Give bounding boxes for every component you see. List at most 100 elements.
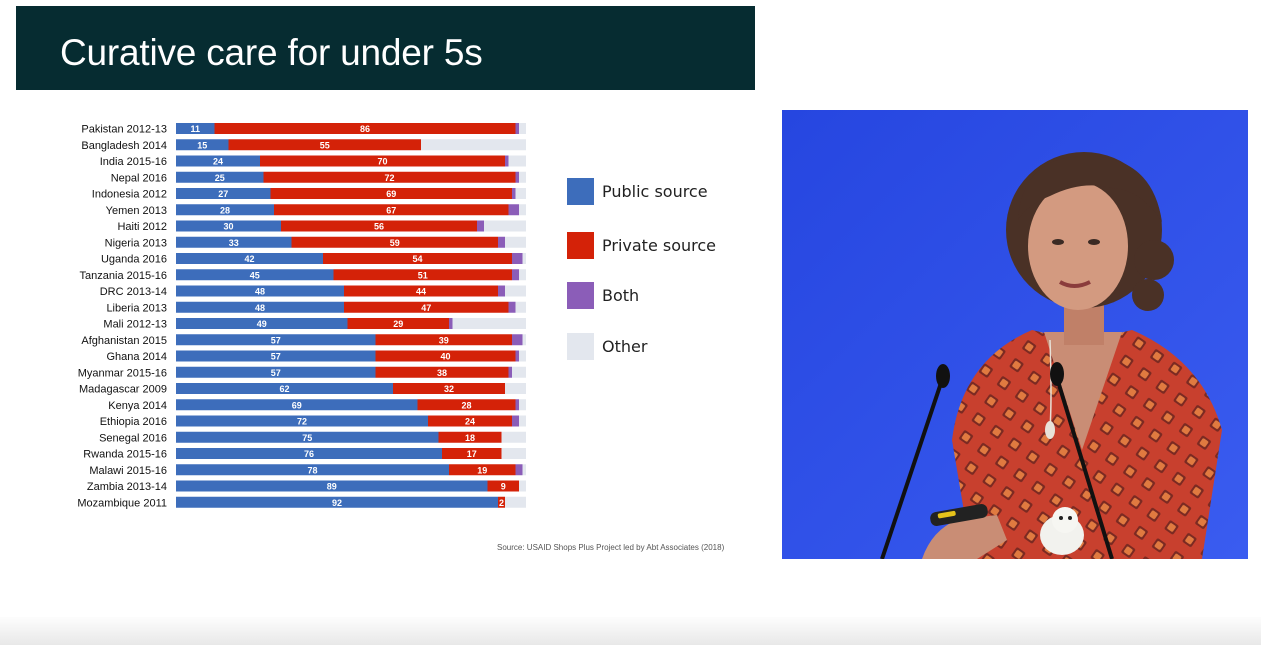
value-label-private-source-yemen-2013: 67 — [386, 205, 396, 215]
bar-public-source-malawi-2015-16 — [176, 464, 449, 476]
category-label-india-2015-16: India 2015-16 — [100, 156, 167, 168]
bar-public-source-india-2015-16 — [176, 155, 260, 167]
value-label-private-source-kenya-2014: 28 — [461, 400, 471, 410]
bar-public-source-nigeria-2013 — [176, 236, 292, 248]
bar-private-source-indonesia-2012 — [270, 188, 512, 199]
bar-private-source-myanmar-2015-16 — [375, 366, 509, 378]
bar-both-tanzania-2015-16 — [512, 269, 519, 281]
bar-private-source-kenya-2014 — [417, 399, 516, 411]
bar-other-yemen-2013 — [519, 204, 526, 216]
bar-public-source-zambia-2013-14 — [176, 480, 488, 492]
bar-other-indonesia-2012 — [515, 188, 526, 199]
value-label-private-source-drc-2013-14: 44 — [416, 287, 426, 297]
bar-private-source-madagascar-2009 — [393, 383, 505, 394]
bar-private-source-drc-2013-14 — [344, 285, 498, 297]
slide-title-bar: Curative care for under 5s — [16, 6, 755, 90]
bar-both-india-2015-16 — [505, 155, 509, 167]
bar-public-source-senegal-2016 — [176, 431, 439, 443]
bar-public-source-tanzania-2015-16 — [176, 269, 334, 281]
bar-public-source-ethiopia-2016 — [176, 415, 428, 427]
value-label-private-source-bangladesh-2014: 55 — [320, 140, 330, 150]
bar-other-liberia-2013 — [515, 301, 526, 313]
bar-public-source-drc-2013-14 — [176, 285, 344, 297]
bar-public-source-myanmar-2015-16 — [176, 366, 376, 378]
legend-label-private: Private source — [602, 236, 716, 255]
bar-other-mali-2012-13 — [452, 318, 526, 329]
bar-public-source-haiti-2012 — [176, 220, 281, 232]
value-label-private-source-nigeria-2013: 59 — [390, 238, 400, 248]
category-label-mozambique-2011: Mozambique 2011 — [77, 497, 167, 509]
category-label-ethiopia-2016: Ethiopia 2016 — [100, 416, 167, 428]
bar-private-source-senegal-2016 — [438, 431, 502, 443]
category-label-indonesia-2012: Indonesia 2012 — [92, 189, 167, 201]
value-label-private-source-mozambique-2011: 2 — [499, 498, 504, 508]
bar-private-source-bangladesh-2014 — [228, 139, 421, 151]
bar-both-malawi-2015-16 — [515, 464, 523, 476]
bar-private-source-yemen-2013 — [274, 204, 509, 216]
legend-swatch-both — [567, 282, 594, 309]
bar-both-haiti-2012 — [477, 220, 484, 232]
value-label-public-source-afghanistan-2015: 57 — [271, 335, 281, 345]
category-label-mali-2012-13: Mali 2012-13 — [103, 319, 167, 331]
bar-public-source-madagascar-2009 — [176, 383, 393, 394]
bar-private-source-ethiopia-2016 — [428, 415, 512, 427]
legend-swatch-other — [567, 333, 594, 360]
value-label-public-source-liberia-2013: 48 — [255, 303, 265, 313]
bar-private-source-haiti-2012 — [281, 220, 477, 232]
value-label-public-source-uganda-2016: 42 — [244, 254, 254, 264]
bar-private-source-malawi-2015-16 — [449, 464, 516, 476]
value-label-public-source-senegal-2016: 75 — [302, 433, 312, 443]
category-label-madagascar-2009: Madagascar 2009 — [79, 384, 167, 396]
bar-private-source-uganda-2016 — [323, 253, 512, 264]
value-label-private-source-liberia-2013: 47 — [421, 303, 431, 313]
value-label-private-source-nepal-2016: 72 — [384, 173, 394, 183]
category-label-drc-2013-14: DRC 2013-14 — [100, 286, 167, 298]
bar-both-nigeria-2013 — [498, 236, 505, 248]
chart-source-note: Source: USAID Shops Plus Project led by … — [497, 543, 725, 552]
bar-other-rwanda-2015-16 — [501, 448, 526, 459]
bar-both-nepal-2016 — [515, 171, 519, 183]
value-label-private-source-ethiopia-2016: 24 — [465, 417, 475, 427]
bar-other-nepal-2016 — [519, 171, 526, 183]
bar-private-source-ghana-2014 — [375, 350, 516, 362]
category-label-myanmar-2015-16: Myanmar 2015-16 — [78, 367, 167, 379]
category-label-bangladesh-2014: Bangladesh 2014 — [81, 140, 167, 152]
bar-both-mali-2012-13 — [449, 318, 453, 329]
value-label-public-source-nigeria-2013: 33 — [229, 238, 239, 248]
bar-public-source-mozambique-2011 — [176, 496, 498, 508]
value-label-private-source-indonesia-2012: 69 — [386, 189, 396, 199]
bar-both-liberia-2013 — [508, 301, 516, 313]
category-label-kenya-2014: Kenya 2014 — [108, 400, 167, 412]
category-label-haiti-2012: Haiti 2012 — [117, 221, 167, 233]
bar-other-myanmar-2015-16 — [512, 366, 526, 378]
value-label-public-source-mozambique-2011: 92 — [332, 498, 342, 508]
bar-private-source-tanzania-2015-16 — [333, 269, 512, 281]
value-label-private-source-zambia-2013-14: 9 — [501, 482, 506, 492]
value-label-public-source-india-2015-16: 24 — [213, 157, 223, 167]
bar-both-afghanistan-2015 — [512, 334, 523, 346]
bar-both-drc-2013-14 — [498, 285, 505, 297]
bar-private-source-nigeria-2013 — [291, 236, 498, 248]
bar-other-ethiopia-2016 — [519, 415, 526, 427]
value-label-public-source-yemen-2013: 28 — [220, 205, 230, 215]
value-label-public-source-malawi-2015-16: 78 — [307, 465, 317, 475]
stacked-bar-chart: Pakistan 2012-13 11 86 Bangladesh 2014 15 55 I… — [77, 123, 526, 509]
legend-item-public: Public source — [567, 178, 767, 206]
bar-other-bangladesh-2014 — [421, 139, 526, 151]
bar-other-haiti-2012 — [484, 220, 526, 232]
value-label-private-source-uganda-2016: 54 — [412, 254, 422, 264]
bar-other-zambia-2013-14 — [519, 480, 526, 492]
bar-private-source-mali-2012-13 — [347, 318, 449, 329]
category-label-senegal-2016: Senegal 2016 — [99, 432, 167, 444]
category-label-afghanistan-2015: Afghanistan 2015 — [81, 335, 167, 347]
value-label-public-source-pakistan-2012-13: 11 — [190, 124, 200, 134]
slide-title: Curative care for under 5s — [60, 32, 483, 73]
bar-other-drc-2013-14 — [505, 285, 526, 297]
presenter-video[interactable] — [782, 110, 1248, 559]
bar-both-yemen-2013 — [508, 204, 519, 216]
bar-private-source-afghanistan-2015 — [375, 334, 512, 346]
category-label-nepal-2016: Nepal 2016 — [111, 172, 167, 184]
bar-public-source-rwanda-2015-16 — [176, 448, 442, 459]
bar-public-source-liberia-2013 — [176, 301, 344, 313]
bar-other-mozambique-2011 — [505, 496, 526, 508]
